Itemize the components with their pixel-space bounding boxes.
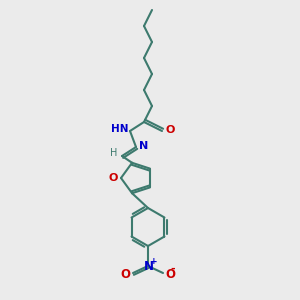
Text: O: O: [165, 268, 175, 281]
Text: HN: HN: [112, 124, 129, 134]
Text: -: -: [171, 264, 175, 274]
Text: H: H: [110, 148, 118, 158]
Text: N: N: [144, 260, 154, 272]
Text: +: +: [150, 256, 158, 266]
Text: N: N: [139, 141, 148, 151]
Text: O: O: [120, 268, 130, 281]
Text: O: O: [109, 173, 118, 183]
Text: O: O: [165, 125, 174, 135]
